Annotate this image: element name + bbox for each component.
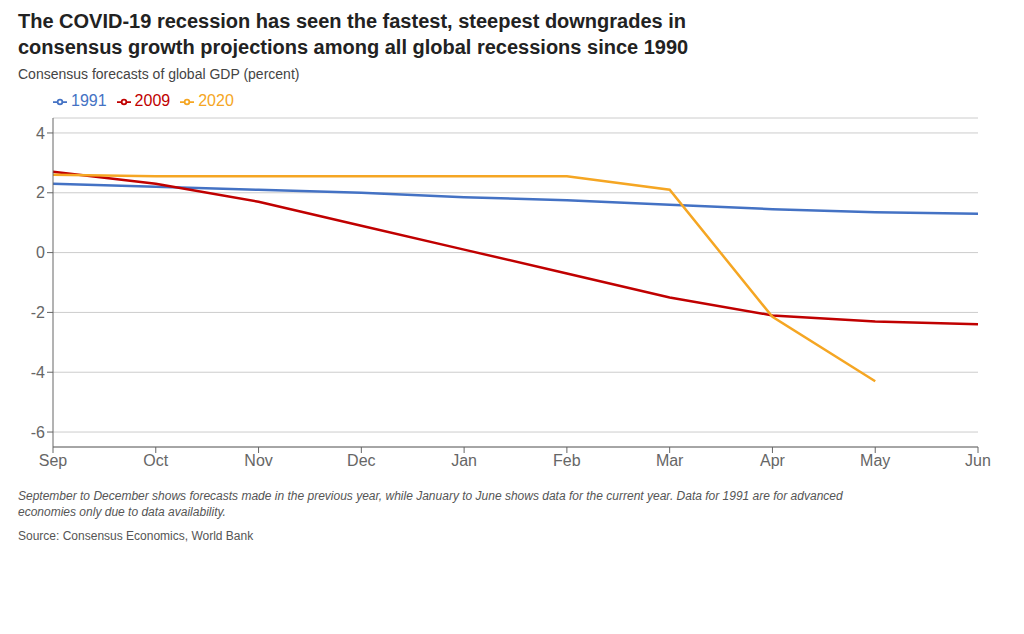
svg-text:2: 2 [36, 184, 45, 201]
svg-text:May: May [860, 452, 890, 469]
svg-text:-4: -4 [31, 364, 45, 381]
html-text:September to December shows fo: September to December shows forecasts ma… [18, 489, 843, 519]
html-text:The COVID-19 recession has see: The COVID-19 recession has seen the fast… [18, 10, 686, 32]
svg-text:Feb: Feb [553, 452, 581, 469]
svg-text:Apr: Apr [760, 452, 786, 469]
svg-text:Oct: Oct [143, 452, 168, 469]
svg-text:Mar: Mar [656, 452, 684, 469]
svg-text:-6: -6 [31, 424, 45, 441]
svg-text:4: 4 [36, 125, 45, 142]
svg-text:Sep: Sep [39, 452, 68, 469]
svg-text:0: 0 [36, 244, 45, 261]
html-text:Source: Consensus Economics, W: Source: Consensus Economics, World Bank [18, 529, 254, 543]
html-text:Consensus forecasts of global: Consensus forecasts of global GDP (perce… [18, 66, 300, 82]
html-text:2020: 2020 [198, 92, 234, 109]
html-text:consensus growth projections a: consensus growth projections among all g… [18, 36, 689, 58]
svg-text:Jun: Jun [965, 452, 991, 469]
svg-text:Nov: Nov [244, 452, 272, 469]
svg-text:Jan: Jan [451, 452, 477, 469]
svg-text:-2: -2 [31, 304, 45, 321]
svg-text:Dec: Dec [347, 452, 375, 469]
html-text:2009: 2009 [134, 92, 171, 109]
html-text:1991: 1991 [71, 92, 107, 109]
